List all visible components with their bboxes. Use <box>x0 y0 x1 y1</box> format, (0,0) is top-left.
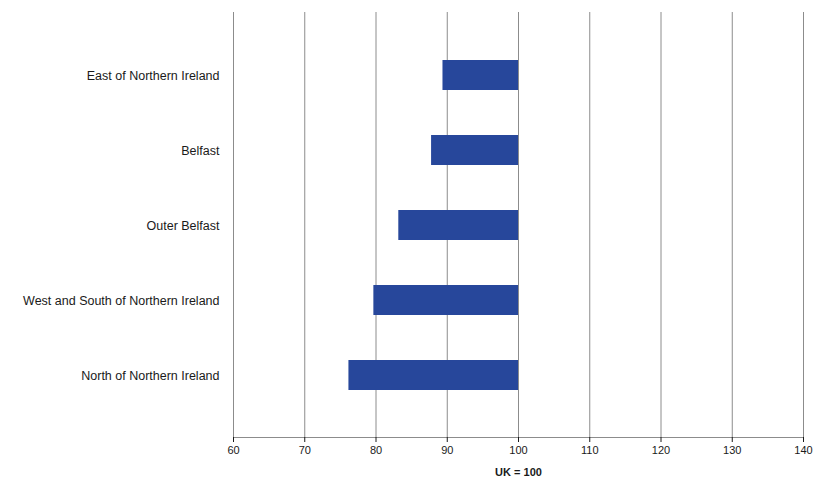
svg-text:West and South of Northern Ire: West and South of Northern Ireland <box>23 294 219 308</box>
svg-text:130: 130 <box>723 444 741 456</box>
svg-text:90: 90 <box>441 444 453 456</box>
svg-text:East of Northern Ireland: East of Northern Ireland <box>87 69 220 83</box>
svg-text:120: 120 <box>652 444 670 456</box>
svg-text:60: 60 <box>227 444 239 456</box>
svg-text:70: 70 <box>299 444 311 456</box>
svg-text:110: 110 <box>581 444 599 456</box>
svg-text:100: 100 <box>509 444 527 456</box>
svg-text:Belfast: Belfast <box>181 144 220 158</box>
svg-text:Outer Belfast: Outer Belfast <box>147 219 220 233</box>
svg-text:140: 140 <box>794 444 812 456</box>
svg-text:UK = 100: UK = 100 <box>495 466 542 478</box>
svg-text:North of Northern Ireland: North of Northern Ireland <box>81 369 219 383</box>
svg-text:80: 80 <box>370 444 382 456</box>
